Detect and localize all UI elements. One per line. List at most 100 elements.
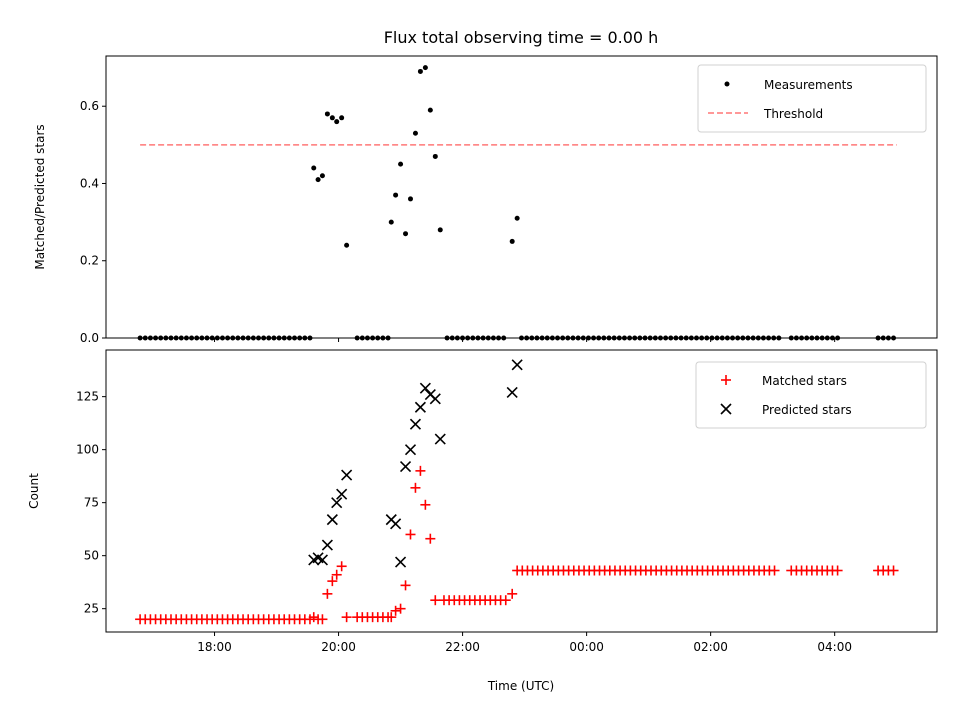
measurement-point <box>514 215 520 221</box>
cross-b <box>390 518 402 530</box>
matched-star-point <box>386 612 397 623</box>
matched-star-point <box>308 612 319 623</box>
bottom-plot-area <box>135 359 899 625</box>
measurement-point <box>393 192 399 198</box>
matched-star-point <box>400 580 411 591</box>
cross-b <box>341 469 353 481</box>
measurement-point <box>398 161 404 167</box>
legend-measurements-label: Measurements <box>764 78 853 92</box>
bottom-x-tick-label: 20:00 <box>321 640 356 654</box>
top-panel: 0.0 0.2 0.4 0.6 Matched/Predicted stars Mea… <box>33 55 938 345</box>
measurement-point <box>324 111 330 117</box>
cross-b <box>429 393 441 405</box>
measurement-point <box>422 65 428 71</box>
top-legend: Measurements Threshold <box>697 64 927 133</box>
bottom-x-tick-label: 02:00 <box>693 640 728 654</box>
bottom-y-tick-label: 75 <box>84 496 99 510</box>
predicted-star-point <box>511 359 523 371</box>
bottom-y-ticks: 25 50 75 100 125 <box>76 390 106 616</box>
legend-predicted-label: Predicted stars <box>762 403 852 417</box>
measurement-point <box>417 68 423 74</box>
predicted-star-point <box>336 488 348 500</box>
legend-matched-label: Matched stars <box>762 374 847 388</box>
bottom-y-axis-label: Count <box>27 473 41 509</box>
measurement-point <box>427 107 433 113</box>
cross-b <box>419 382 431 394</box>
measurement-point <box>432 153 438 159</box>
bottom-y-tick-label: 50 <box>84 549 99 563</box>
predicted-star-point <box>399 461 412 473</box>
bottom-x-tick-label: 18:00 <box>197 640 232 654</box>
matched-star-point <box>500 595 511 606</box>
predicted-star-point <box>390 518 402 530</box>
legend-measurements-marker <box>724 81 730 87</box>
predicted-star-point <box>414 401 426 413</box>
predicted-star-point <box>316 554 328 566</box>
matched-star-point <box>317 614 328 625</box>
matched-star-point <box>420 499 431 510</box>
measurement-point <box>403 231 409 237</box>
measurement-point <box>344 242 350 248</box>
legend-matched-marker <box>721 375 731 385</box>
legend-threshold-label: Threshold <box>763 107 823 121</box>
top-y-tick-label: 0.0 <box>80 331 99 345</box>
measurement-point <box>329 115 335 121</box>
predicted-star-point <box>331 497 343 509</box>
matched-star-point <box>390 605 401 616</box>
predicted-star-point <box>506 386 518 398</box>
matched-star-point <box>322 588 333 599</box>
matched-star-point <box>336 561 347 572</box>
bottom-legend: Matched stars Predicted stars <box>695 361 927 429</box>
measurement-point <box>339 115 345 121</box>
top-y-axis-label: Matched/Predicted stars <box>33 124 47 269</box>
top-legend-box <box>697 64 927 133</box>
measurement-point <box>311 165 317 171</box>
measurement-point <box>437 227 443 233</box>
bottom-x-tick-label: 04:00 <box>817 640 852 654</box>
cross-b <box>326 514 338 526</box>
top-axes-frame <box>105 55 938 339</box>
bottom-axes-frame <box>105 349 938 633</box>
cross-b <box>336 488 348 500</box>
matched-star-point <box>327 576 338 587</box>
top-x-ticks <box>214 338 836 342</box>
matched-star-point <box>425 533 436 544</box>
predicted-star-point <box>419 382 431 394</box>
predicted-star-point <box>429 393 441 405</box>
matched-star-point <box>888 565 899 576</box>
cross-b <box>511 359 523 371</box>
predicted-star-point <box>321 539 333 551</box>
matched-star-point <box>341 612 352 623</box>
cross-b <box>404 444 417 456</box>
cross-b <box>395 556 407 568</box>
bottom-y-tick-label: 125 <box>76 390 99 404</box>
matched-star-point <box>832 565 843 576</box>
measurement-point <box>334 119 340 125</box>
predicted-star-point <box>341 469 353 481</box>
matched-star-point <box>769 565 780 576</box>
measurement-point <box>388 219 394 225</box>
measurement-point <box>407 196 413 202</box>
predicted-star-point <box>326 514 338 526</box>
chart-title: Flux total observing time = 0.00 h <box>384 28 659 47</box>
bottom-x-tick-label: 22:00 <box>445 640 480 654</box>
bottom-x-axis-label: Time (UTC) <box>487 679 554 693</box>
matched-star-point <box>430 595 441 606</box>
matched-star-point <box>410 482 421 493</box>
predicted-star-point <box>395 556 407 568</box>
matched-star-point <box>415 465 426 476</box>
bottom-x-ticks: 18:00 20:00 22:00 00:00 02:00 04:00 <box>197 632 852 654</box>
measurement-point <box>315 177 321 183</box>
cross-b <box>409 418 422 430</box>
predicted-star-point <box>409 418 422 430</box>
bottom-y-tick-label: 100 <box>76 443 99 457</box>
matched-star-point <box>507 588 518 599</box>
top-y-tick-label: 0.6 <box>80 99 99 113</box>
cross-b <box>316 554 328 566</box>
matched-star-point <box>395 603 406 614</box>
bottom-legend-box <box>695 361 927 429</box>
matched-star-point <box>331 569 342 580</box>
legend-predicted-marker <box>720 403 732 415</box>
cross-b <box>312 552 324 564</box>
